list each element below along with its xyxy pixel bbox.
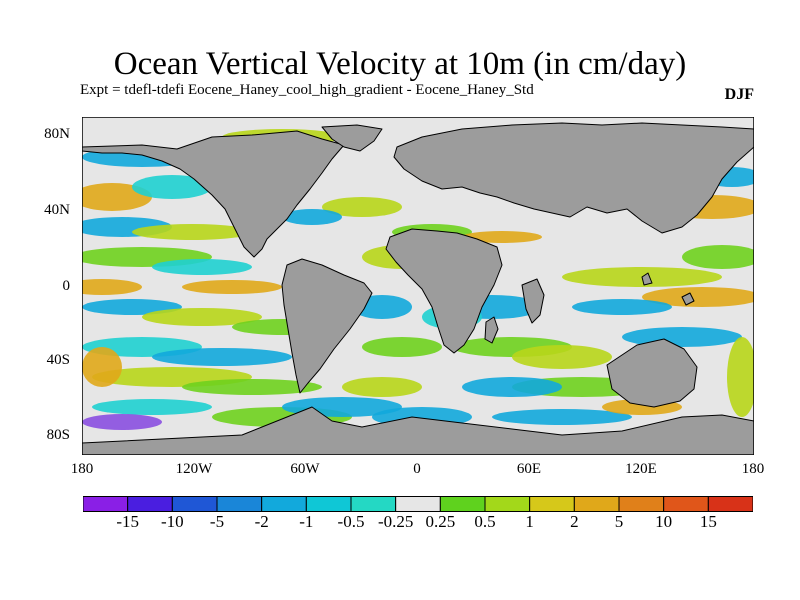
ocean-anomaly-patch	[342, 377, 422, 397]
ocean-anomaly-patch	[82, 347, 122, 387]
colorbar-box	[261, 496, 307, 512]
colorbar-box	[395, 496, 441, 512]
colorbar-box	[350, 496, 397, 512]
lon-label-180w: 180	[70, 461, 94, 477]
ocean-anomaly-patch	[512, 345, 612, 369]
ocean-anomaly-patch	[492, 409, 632, 425]
lon-label-180e: 180	[741, 461, 765, 477]
landmass	[641, 272, 653, 286]
ocean-anomaly-patch	[282, 209, 342, 225]
colorbar-label: 0.25	[425, 512, 456, 531]
lon-label-60w: 60W	[290, 461, 320, 477]
lat-label-40n: 40N	[44, 202, 70, 218]
landmass	[681, 292, 695, 306]
colorbar-label: -1	[299, 512, 314, 531]
lon-label-120e: 120E	[625, 461, 657, 477]
landmass	[82, 406, 754, 455]
ocean-anomaly-patch	[462, 231, 542, 243]
season-label: DJF	[724, 86, 754, 103]
colorbar-label: 15	[699, 512, 717, 531]
ocean-anomaly-patch	[152, 348, 292, 366]
colorbar-label: -2	[254, 512, 269, 531]
colorbar-label: -10	[160, 512, 184, 531]
colorbar-boxes	[83, 496, 753, 512]
colorbar-label: 0.5	[474, 512, 496, 531]
colorbar-box	[618, 496, 665, 512]
landmass	[606, 338, 698, 408]
ocean-anomaly-patch	[362, 337, 442, 357]
ocean-velocity-map	[82, 117, 754, 455]
ocean-anomaly-patch	[92, 399, 212, 415]
landmass	[385, 228, 503, 354]
colorbar-label: -5	[209, 512, 225, 531]
colorbar-box	[484, 496, 531, 512]
landmass	[82, 130, 345, 258]
ocean-anomaly-patch	[132, 224, 252, 240]
ocean-anomaly-patch	[682, 245, 754, 269]
lat-label-40s: 40S	[46, 352, 70, 368]
chart-title: Ocean Vertical Velocity at 10m (in cm/da…	[113, 46, 687, 82]
colorbar-label: 5	[614, 512, 624, 531]
colorbar-label: 2	[570, 512, 579, 531]
colorbar-label: -15	[116, 512, 139, 531]
colorbar-box	[707, 496, 753, 512]
lon-label-60e: 60E	[516, 461, 542, 477]
landmass	[393, 122, 754, 234]
colorbar-box	[573, 496, 620, 512]
lat-label-0: 0	[62, 278, 71, 294]
chart-subtitle: Expt = tdefl-tdefi Eocene_Haney_cool_hig…	[80, 82, 534, 98]
lon-label-120w: 120W	[175, 461, 213, 477]
ocean-anomaly-patch	[322, 197, 402, 217]
ocean-anomaly-patch	[82, 299, 182, 315]
ocean-anomaly-patch	[152, 259, 252, 275]
lon-label-0: 0	[413, 461, 421, 477]
colorbar-box	[439, 496, 486, 512]
ocean-anomaly-patch	[642, 287, 754, 307]
ocean-anomaly-patch	[142, 308, 262, 326]
colorbar-label: 10	[655, 512, 673, 531]
land-masses	[82, 122, 754, 455]
colorbar-box	[127, 496, 173, 512]
ocean-anomaly-patch	[727, 337, 754, 417]
colorbar-box	[305, 496, 352, 512]
landmass	[281, 258, 373, 394]
colorbar-box	[171, 496, 218, 512]
colorbar-box	[216, 496, 263, 512]
landmass	[484, 316, 499, 344]
colorbar	[83, 496, 753, 512]
ocean-anomaly-patch	[182, 379, 322, 395]
ocean-anomaly-patch	[82, 414, 162, 430]
landmass	[321, 124, 383, 152]
lat-label-80s: 80S	[46, 427, 70, 443]
lat-label-80n: 80N	[44, 126, 70, 142]
ocean-anomaly-patch	[572, 299, 672, 315]
colorbar-label: -0.25	[377, 512, 414, 531]
colorbar-box	[83, 496, 129, 512]
ocean-anomaly-patch	[462, 377, 562, 397]
ocean-anomaly-patch	[82, 279, 142, 295]
colorbar-label: 1	[525, 512, 534, 531]
ocean-anomaly-patch	[132, 175, 212, 199]
landmass	[521, 278, 545, 324]
colorbar-box	[663, 496, 709, 512]
ocean-anomaly-patch	[182, 280, 282, 294]
colorbar-box	[529, 496, 575, 512]
colorbar-label: -0.5	[337, 512, 365, 531]
